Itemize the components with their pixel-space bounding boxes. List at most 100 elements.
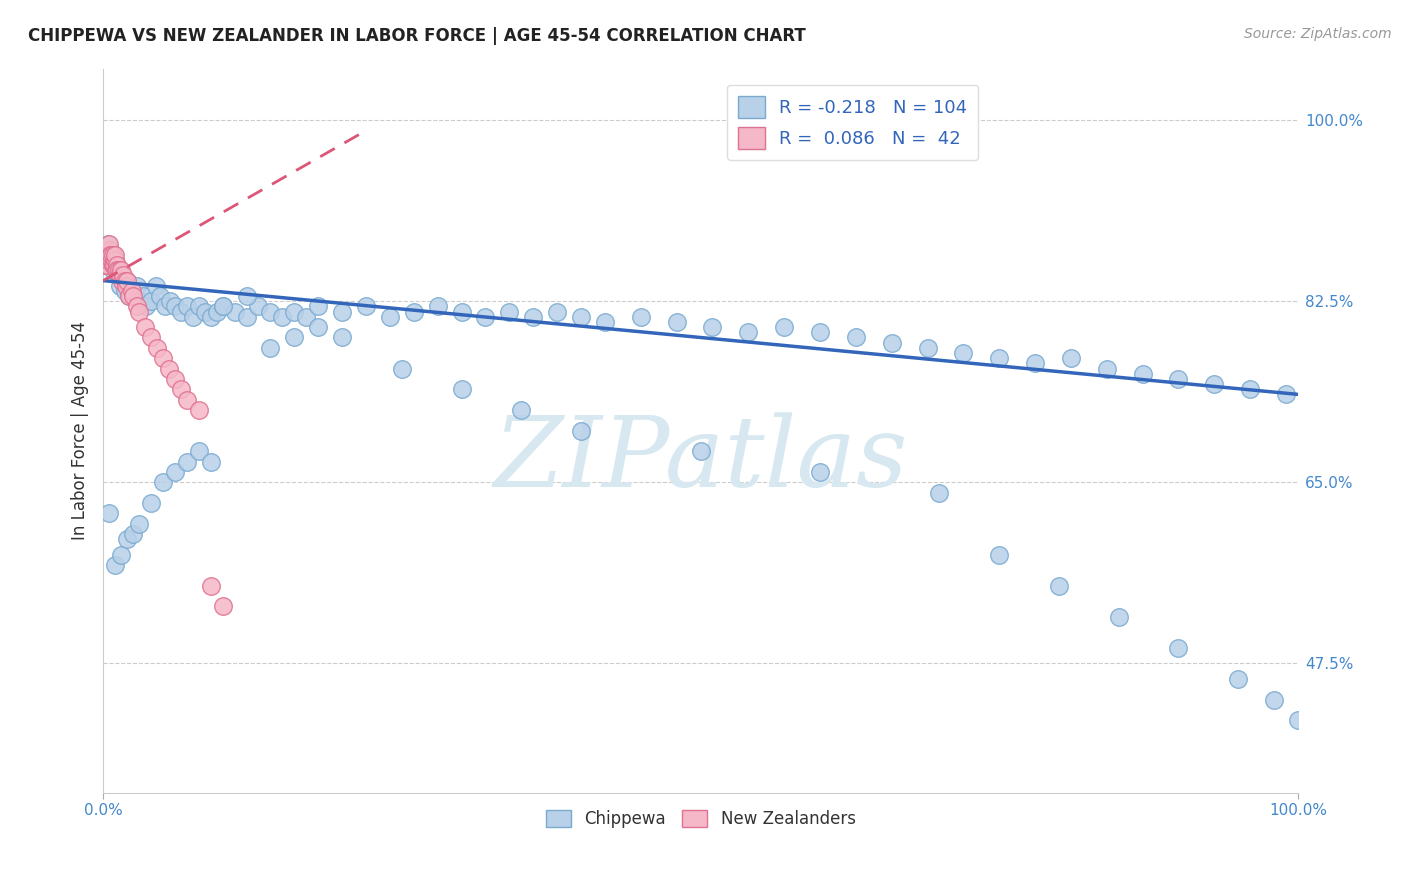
Point [1047, 579, 1070, 593]
Point [152, 475, 174, 490]
Point [101, 258, 124, 272]
Point [1204, 377, 1226, 392]
Point [104, 258, 127, 272]
Point [131, 289, 153, 303]
Point [139, 330, 162, 344]
Point [104, 252, 127, 267]
Point [107, 263, 129, 277]
Point [330, 330, 353, 344]
Point [98, 506, 121, 520]
Point [295, 310, 318, 324]
Point [94, 248, 117, 262]
Point [259, 341, 281, 355]
Point [139, 496, 162, 510]
Point [259, 304, 281, 318]
Point [93, 258, 115, 272]
Point [125, 278, 148, 293]
Point [402, 304, 425, 318]
Point [157, 361, 180, 376]
Point [737, 326, 759, 340]
Point [101, 263, 124, 277]
Point [1286, 713, 1309, 727]
Point [112, 268, 135, 283]
Point [1132, 367, 1154, 381]
Point [111, 274, 134, 288]
Point [880, 335, 903, 350]
Point [107, 258, 129, 272]
Point [125, 300, 148, 314]
Point [235, 289, 257, 303]
Point [159, 294, 181, 309]
Point [330, 304, 353, 318]
Point [773, 320, 796, 334]
Point [307, 300, 329, 314]
Point [988, 351, 1011, 366]
Point [1095, 361, 1118, 376]
Point [98, 248, 121, 262]
Point [450, 304, 472, 318]
Point [134, 320, 156, 334]
Point [163, 465, 186, 479]
Point [170, 382, 193, 396]
Point [1167, 372, 1189, 386]
Point [176, 300, 198, 314]
Point [391, 361, 413, 376]
Point [122, 289, 145, 303]
Point [146, 341, 169, 355]
Point [98, 243, 121, 257]
Point [354, 300, 377, 314]
Point [1263, 692, 1285, 706]
Point [546, 304, 568, 318]
Point [1108, 609, 1130, 624]
Point [110, 263, 132, 277]
Y-axis label: In Labor Force | Age 45-54: In Labor Force | Age 45-54 [72, 321, 89, 540]
Point [283, 304, 305, 318]
Point [378, 310, 401, 324]
Point [702, 320, 724, 334]
Point [105, 263, 128, 277]
Point [426, 300, 449, 314]
Point [1167, 640, 1189, 655]
Point [152, 351, 174, 366]
Point [569, 424, 592, 438]
Point [952, 346, 974, 360]
Point [135, 300, 157, 314]
Point [510, 403, 533, 417]
Point [108, 268, 131, 283]
Point [108, 278, 131, 293]
Point [118, 289, 141, 303]
Point [115, 274, 138, 288]
Point [114, 284, 136, 298]
Point [1024, 356, 1046, 370]
Point [808, 465, 831, 479]
Point [569, 310, 592, 324]
Point [128, 516, 150, 531]
Point [122, 289, 145, 303]
Point [110, 548, 132, 562]
Legend: Chippewa, New Zealanders: Chippewa, New Zealanders [538, 804, 862, 835]
Point [107, 263, 129, 277]
Point [522, 310, 544, 324]
Point [808, 326, 831, 340]
Point [665, 315, 688, 329]
Point [181, 310, 204, 324]
Point [114, 274, 136, 288]
Point [104, 248, 127, 262]
Text: ZIPatlas: ZIPatlas [494, 412, 908, 508]
Point [928, 485, 950, 500]
Text: Source: ZipAtlas.com: Source: ZipAtlas.com [1244, 27, 1392, 41]
Point [118, 289, 141, 303]
Point [122, 527, 145, 541]
Point [176, 392, 198, 407]
Point [283, 330, 305, 344]
Point [187, 444, 209, 458]
Point [155, 300, 177, 314]
Point [689, 444, 711, 458]
Point [111, 268, 134, 283]
Text: CHIPPEWA VS NEW ZEALANDER IN LABOR FORCE | AGE 45-54 CORRELATION CHART: CHIPPEWA VS NEW ZEALANDER IN LABOR FORCE… [28, 27, 806, 45]
Point [100, 248, 122, 262]
Point [187, 403, 209, 417]
Point [115, 274, 138, 288]
Point [1239, 382, 1261, 396]
Point [187, 300, 209, 314]
